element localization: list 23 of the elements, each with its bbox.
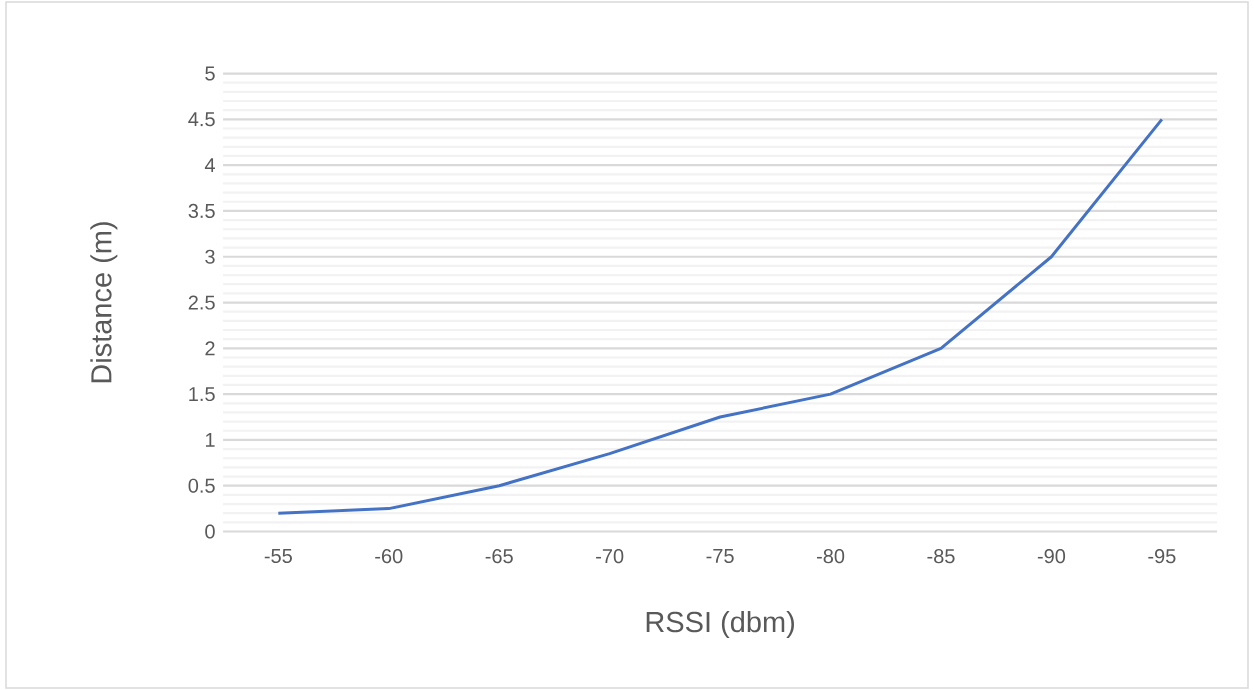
y-tick-label: 1.5: [189, 387, 215, 402]
x-tick-label: -80: [816, 549, 845, 564]
x-tick-label: -55: [264, 549, 292, 563]
y-axis-title: Distance (m): [90, 222, 118, 383]
x-tick-label: -85: [927, 549, 955, 564]
x-tick-label: -65: [485, 549, 513, 564]
y-tick-label: 5: [205, 66, 215, 81]
y-tick-label: 3.5: [188, 203, 215, 218]
x-tick-label: -70: [596, 549, 624, 564]
y-tick-label: 1: [205, 433, 215, 447]
y-tick-label: 3: [205, 249, 215, 264]
y-tick-label: 2.5: [188, 295, 215, 310]
x-tick-label: -95: [1148, 549, 1176, 564]
line-series: [276, 117, 1164, 515]
x-tick-label: -90: [1037, 549, 1066, 564]
x-tick-label: -75: [706, 549, 734, 563]
x-tick-label: -60: [375, 549, 403, 564]
y-tick-label: 4.5: [188, 112, 215, 127]
y-tick-label: 0: [205, 524, 215, 539]
y-tick-label: 0.5: [188, 478, 215, 493]
y-tick-label: 2: [205, 341, 215, 356]
y-tick-label: 4: [204, 158, 215, 173]
x-axis-title: RSSI (dbm): [646, 610, 794, 639]
